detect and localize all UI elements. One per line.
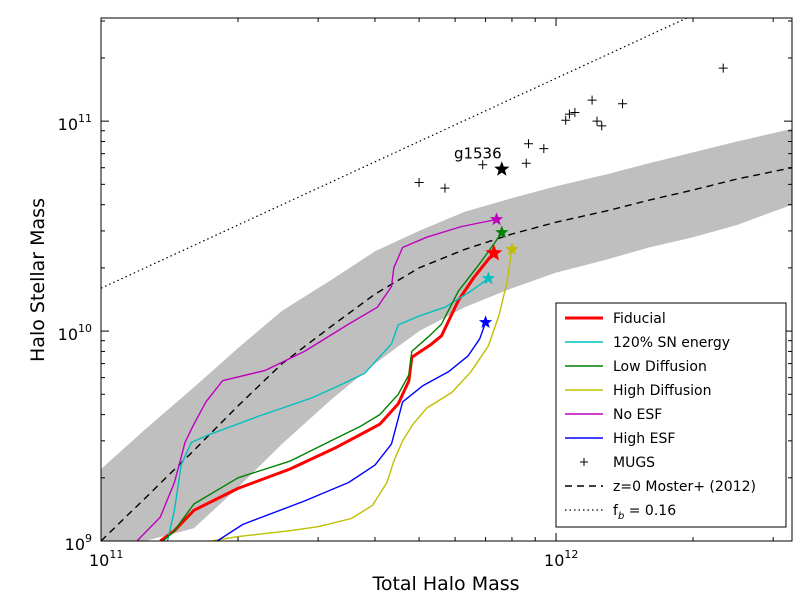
g1536-label: g1536 — [454, 144, 502, 162]
series-endpoint-star-high-diffusion — [505, 242, 519, 255]
legend-box — [555, 302, 787, 528]
y-tick-label-exponent: 9 — [85, 532, 92, 545]
x-tick-label: 1012 — [544, 548, 578, 570]
legend-label: Fiducial — [613, 311, 666, 327]
series-endpoint-star-high-esf — [478, 315, 493, 328]
legend-label-main: f — [613, 503, 619, 519]
series-line-no-esf — [136, 218, 497, 541]
mugs-point — [718, 63, 728, 73]
y-axis-label: Halo Stellar Mass — [27, 198, 49, 362]
y-tick-label-exponent: 11 — [78, 112, 92, 125]
legend-item: fb = 0.16 — [565, 503, 676, 522]
legend-label: MUGS — [613, 455, 655, 471]
x-tick-label-base: 10 — [544, 551, 564, 570]
legend-swatch-plus — [580, 458, 588, 466]
mugs-point — [587, 95, 597, 105]
x-axis-label: Total Halo Mass — [371, 573, 519, 595]
mugs-point — [561, 115, 571, 125]
legend-item: z=0 Moster+ (2012) — [565, 479, 756, 495]
legend-item: Fiducial — [565, 311, 666, 327]
legend-item: MUGS — [580, 455, 655, 471]
mugs-point — [414, 178, 424, 188]
plot-frame — [100, 17, 793, 542]
y-tick-label-exponent: 10 — [78, 322, 92, 335]
mugs-point — [521, 158, 531, 168]
legend-label: z=0 Moster+ (2012) — [613, 479, 756, 495]
x-tick-label-exponent: 12 — [564, 548, 578, 561]
y-tick-label: 109 — [65, 532, 92, 554]
baryon-fraction-line — [101, 18, 689, 289]
legend-label-suffix: = 0.16 — [624, 503, 676, 519]
x-tick-label: 1011 — [89, 548, 123, 570]
series-endpoint-star-no-esf — [489, 212, 504, 226]
moster-relation-line — [101, 167, 792, 541]
x-tick-label-exponent: 11 — [109, 548, 123, 561]
y-tick-label-base: 10 — [58, 115, 78, 134]
mugs-point — [440, 183, 450, 193]
series-line-low-diffusion — [162, 232, 503, 541]
series-endpoint-star-120-sn-energy — [481, 271, 495, 285]
mugs-point — [564, 109, 574, 119]
legend-label: High ESF — [613, 431, 675, 447]
mugs-point — [570, 107, 580, 117]
mugs-point — [478, 160, 488, 170]
series-line-120-sn-energy — [166, 277, 489, 541]
series-line-fiducial — [159, 252, 496, 541]
y-tick-label-base: 10 — [65, 535, 85, 554]
mugs-point — [539, 144, 549, 154]
legend-label-sub: b — [618, 511, 624, 522]
y-tick-label-base: 10 — [58, 325, 78, 344]
mugs-point — [592, 116, 602, 126]
plot-area — [101, 18, 792, 541]
legend-label: No ESF — [613, 407, 662, 423]
mugs-point — [618, 99, 628, 109]
moster-scatter-band — [101, 128, 792, 541]
legend-label: High Diffusion — [613, 383, 711, 399]
legend-label: Low Diffusion — [613, 359, 707, 375]
series-line-high-esf — [216, 322, 487, 541]
series-endpoint-star-fiducial — [485, 244, 503, 261]
legend: Fiducial 120% SN energy Low Diffusion High … — [555, 302, 787, 528]
legend-label: fb = 0.16 — [613, 503, 676, 522]
y-tick-label: 1011 — [58, 112, 92, 134]
legend-item: Low Diffusion — [565, 359, 707, 375]
mugs-point — [524, 139, 534, 149]
mugs-point — [597, 121, 607, 131]
legend-item: High Diffusion — [565, 383, 711, 399]
g1536-star — [494, 161, 510, 176]
series-line-high-diffusion — [211, 249, 513, 541]
legend-label: 120% SN energy — [613, 335, 730, 351]
y-tick-label: 1010 — [58, 322, 92, 344]
series-endpoint-star-low-diffusion — [495, 225, 509, 239]
legend-item: High ESF — [565, 431, 675, 447]
legend-item: 120% SN energy — [565, 335, 730, 351]
x-tick-label-base: 10 — [89, 551, 109, 570]
legend-item: No ESF — [565, 407, 662, 423]
